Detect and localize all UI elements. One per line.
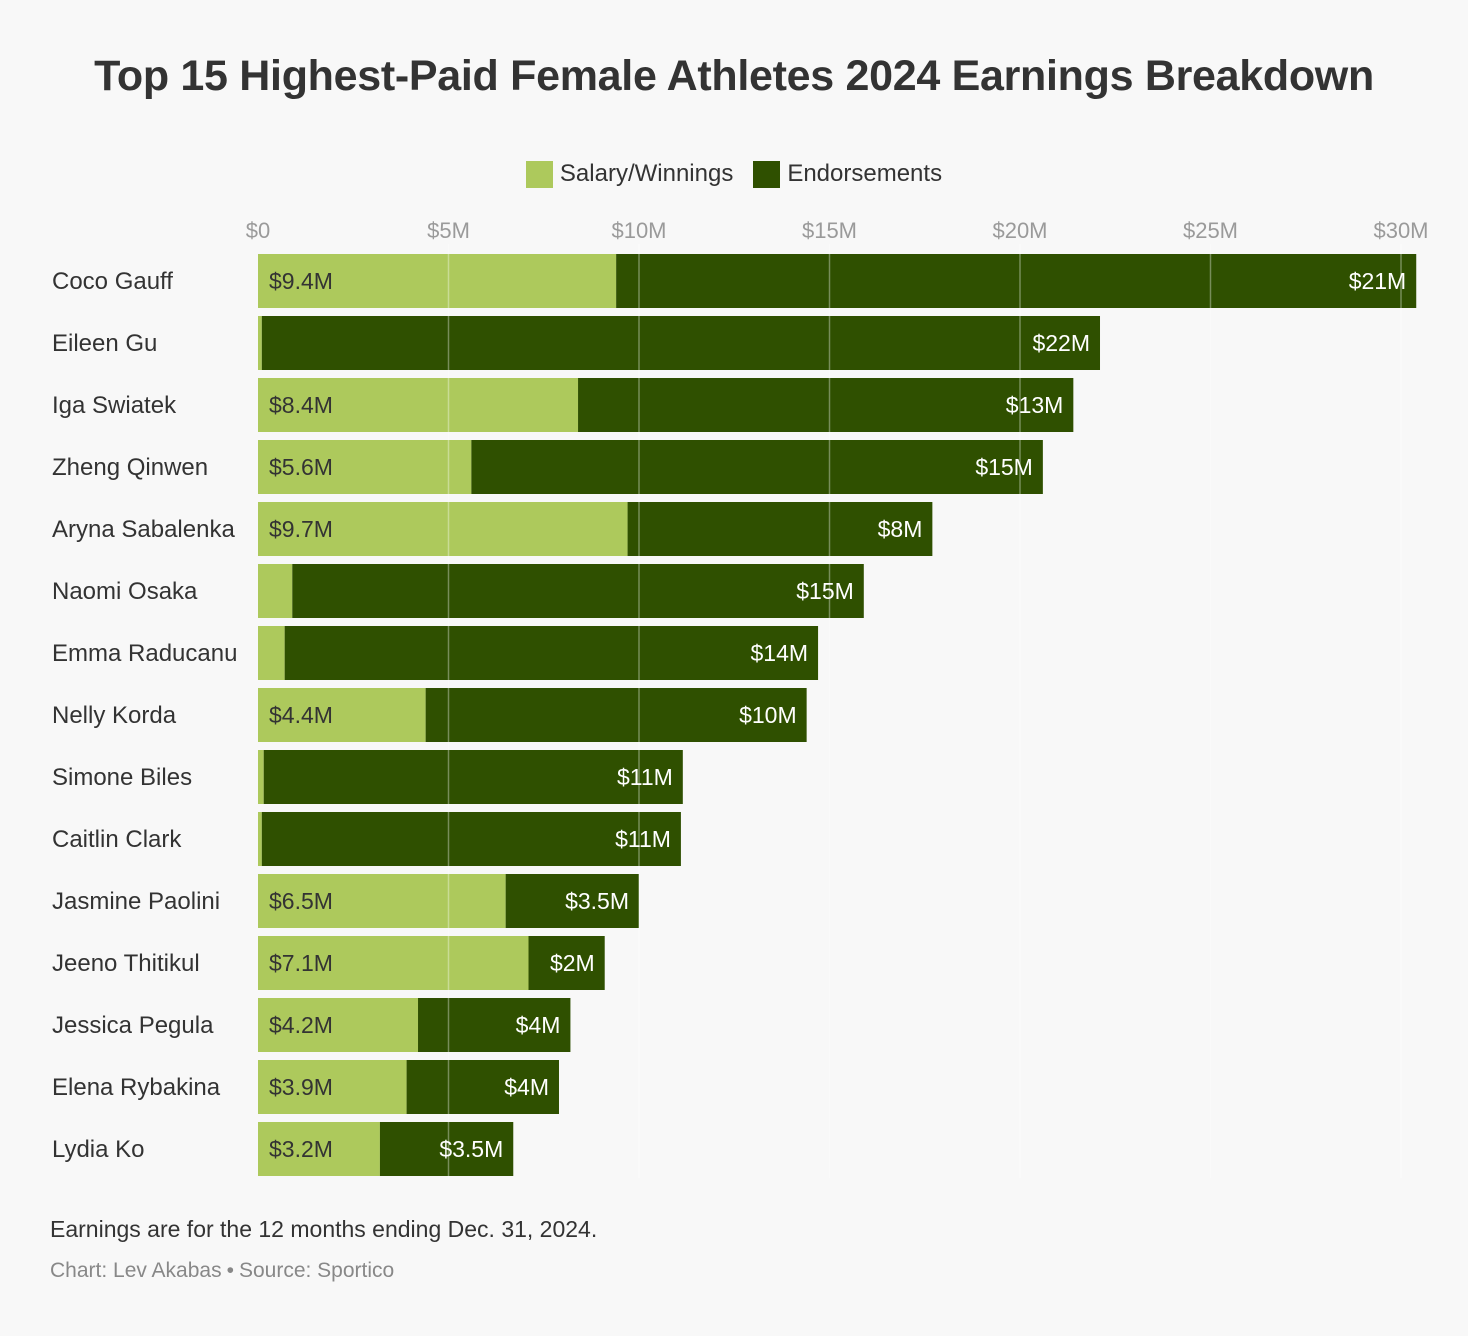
bar-endorsements (292, 564, 864, 618)
data-label-endorsements: $2M (550, 950, 595, 976)
bar-salary (258, 626, 285, 680)
bar-salary (258, 564, 293, 618)
data-label-salary: $9.4M (269, 268, 333, 294)
legend-label-endorsements: Endorsements (787, 160, 943, 187)
footnote: Earnings are for the 12 months ending De… (50, 1216, 598, 1242)
bar-endorsements (263, 750, 683, 804)
bar-endorsements (379, 1122, 514, 1176)
credit-chart: Chart: Lev Akabas (50, 1259, 222, 1282)
category-label: Eileen Gu (52, 330, 157, 357)
data-label-salary: $5.6M (269, 454, 333, 480)
category-label: Iga Swiatek (52, 392, 177, 419)
bar-salary (258, 502, 628, 556)
category-label: Jessica Pegula (52, 1012, 214, 1039)
x-tick-label: $25M (1183, 218, 1238, 243)
credit-line: Chart: Lev Akabas • Source: Sportico (50, 1259, 394, 1283)
bar-endorsements (505, 874, 639, 928)
bar-salary (258, 998, 419, 1052)
category-label: Lydia Ko (52, 1136, 145, 1163)
data-label-endorsements: $11M (615, 826, 671, 852)
data-label-salary: $3.2M (269, 1136, 333, 1162)
data-label-endorsements: $22M (1032, 330, 1090, 356)
data-label-salary: $6.5M (269, 888, 333, 914)
bar-salary (258, 936, 529, 990)
data-label-endorsements: $13M (1006, 392, 1064, 418)
credit-separator: • (226, 1259, 234, 1282)
bar-endorsements (627, 502, 933, 556)
data-label-salary: $4.2M (269, 1012, 333, 1038)
bar-endorsements (471, 440, 1043, 494)
data-label-salary: $9.7M (269, 516, 333, 542)
data-label-endorsements: $3.5M (439, 1136, 503, 1162)
data-label-endorsements: $3.5M (565, 888, 629, 914)
bar-salary (258, 1060, 407, 1114)
category-label: Nelly Korda (52, 702, 177, 729)
bar-salary (258, 874, 506, 928)
data-label-endorsements: $21M (1349, 268, 1407, 294)
category-label: Caitlin Clark (52, 826, 182, 853)
category-label: Elena Rybakina (52, 1074, 221, 1101)
bar-salary (258, 750, 264, 804)
x-tick-label: $15M (802, 218, 857, 243)
data-label-endorsements: $15M (975, 454, 1033, 480)
data-label-endorsements: $15M (796, 578, 854, 604)
category-label: Emma Raducanu (52, 640, 237, 667)
data-label-salary: $4.4M (269, 702, 333, 728)
data-label-endorsements: $14M (751, 640, 809, 666)
bar-endorsements (284, 626, 819, 680)
legend-swatch-endorsements (753, 160, 781, 188)
legend-label-salary: Salary/Winnings (559, 160, 734, 187)
bar-salary (258, 812, 262, 866)
category-label: Zheng Qinwen (52, 454, 208, 481)
bar-endorsements (528, 936, 605, 990)
data-label-endorsements: $11M (617, 764, 673, 790)
data-label-salary: $8.4M (269, 392, 333, 418)
data-label-salary: $3.9M (269, 1074, 333, 1100)
data-label-endorsements: $4M (516, 1012, 561, 1038)
x-tick-label: $10M (611, 218, 666, 243)
chart-title: Top 15 Highest-Paid Female Athletes 2024… (94, 52, 1374, 100)
bar-endorsements (616, 254, 1417, 308)
legend: Salary/Winnings Endorsements (0, 160, 1468, 188)
data-label-endorsements: $10M (739, 702, 797, 728)
data-label-endorsements: $4M (504, 1074, 549, 1100)
legend-swatch-salary (525, 160, 553, 188)
category-label: Naomi Osaka (52, 578, 198, 605)
bar-endorsements (425, 688, 807, 742)
category-label: Jeeno Thitikul (52, 950, 200, 977)
bar-salary (258, 254, 617, 308)
x-tick-label: $20M (992, 218, 1047, 243)
category-label: Jasmine Paolini (52, 888, 220, 915)
legend-item-salary: Salary/Winnings (525, 160, 734, 188)
bar-salary (258, 378, 579, 432)
bar-endorsements (418, 998, 571, 1052)
x-tick-label: $0 (246, 218, 270, 243)
data-label-endorsements: $8M (878, 516, 923, 542)
category-label: Aryna Sabalenka (52, 516, 235, 543)
bar-endorsements (578, 378, 1074, 432)
bar-salary (258, 316, 262, 370)
x-tick-label: $5M (427, 218, 470, 243)
bar-endorsements (261, 812, 681, 866)
legend-item-endorsements: Endorsements (753, 160, 942, 188)
category-label: Simone Biles (52, 764, 192, 791)
bar-endorsements (261, 316, 1101, 370)
x-tick-label: $30M (1373, 218, 1428, 243)
bar-salary (258, 688, 426, 742)
bar-salary (258, 440, 472, 494)
data-label-salary: $7.1M (269, 950, 333, 976)
bar-endorsements (406, 1060, 559, 1114)
category-label: Coco Gauff (52, 268, 173, 295)
credit-source: Source: Sportico (238, 1259, 395, 1282)
bar-salary (258, 1122, 380, 1176)
